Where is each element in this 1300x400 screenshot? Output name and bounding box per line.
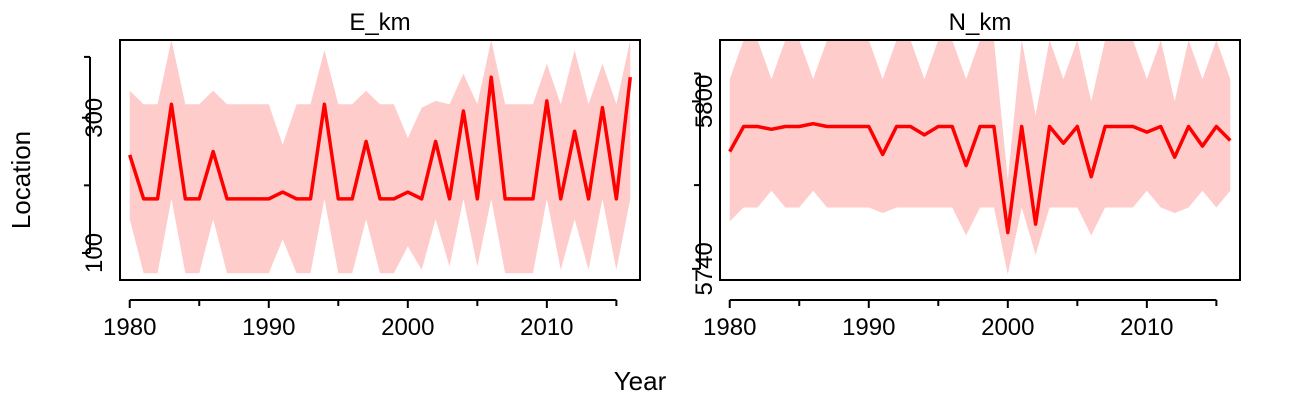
x-axis-label: Year (614, 366, 667, 396)
x-tick-label: 1980 (703, 314, 756, 341)
x-tick-label: 2010 (1120, 314, 1173, 341)
x-axis: 1980 1990 2000 2010 (703, 299, 1218, 341)
x-tick-label: 1990 (842, 314, 895, 341)
plot-frame (119, 39, 641, 281)
x-tick-label: 2010 (520, 314, 573, 341)
y-tick-label: 100 (81, 233, 108, 273)
panel-title: E_km (349, 9, 410, 36)
y-tick-label: 5740 (691, 242, 718, 295)
confidence-band (129, 40, 631, 274)
y-tick-label: 300 (81, 98, 108, 138)
series-line (728, 121, 1232, 235)
x-axis: 1980 1990 2000 2010 (103, 299, 618, 341)
confidence-band (729, 40, 1231, 275)
panel-e-km: E_km 1980 1990 2000 2010 100 300 (81, 9, 641, 341)
x-tick-label: 1990 (242, 314, 295, 341)
panel-title: N_km (949, 9, 1012, 36)
y-axis: 100 300 (81, 55, 108, 273)
panel-n-km: N_km 1980 1990 2000 2010 5740 5800 (691, 9, 1241, 341)
x-tick-label: 2000 (981, 314, 1034, 341)
plot-frame (719, 39, 1241, 281)
y-axis-label: Location (6, 131, 36, 229)
y-axis: 5740 5800 (691, 72, 718, 296)
series-line (128, 75, 633, 201)
y-tick-label: 5800 (691, 75, 718, 128)
x-tick-label: 2000 (381, 314, 434, 341)
x-tick-label: 1980 (103, 314, 156, 341)
